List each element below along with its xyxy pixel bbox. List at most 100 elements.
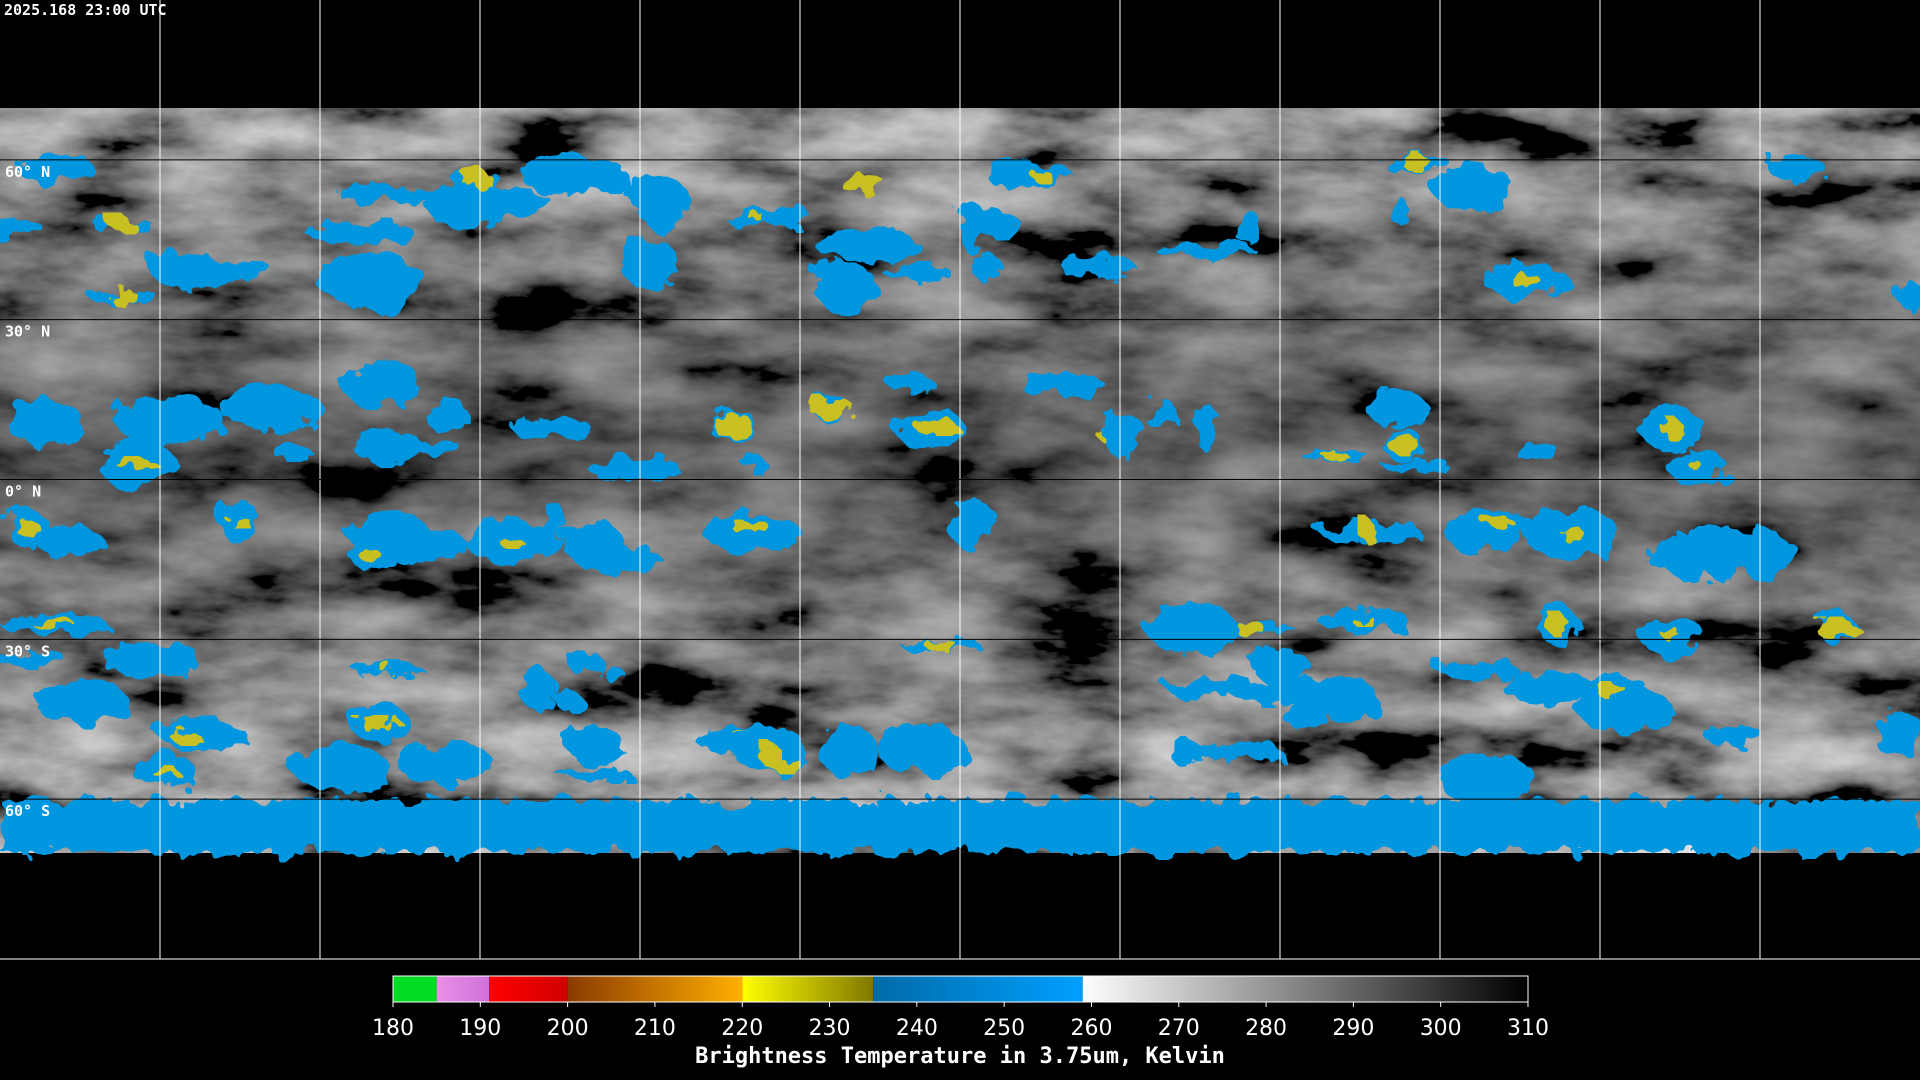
cold-cloud — [967, 211, 1021, 236]
cold-cloud — [1873, 708, 1920, 759]
cold-cloud — [1146, 603, 1238, 654]
cold-cloud — [272, 445, 312, 460]
very-cold-cloud — [923, 637, 956, 652]
very-cold-cloud — [115, 458, 158, 469]
very-cold-cloud — [1386, 437, 1421, 453]
cold-cloud — [511, 417, 592, 438]
colorbar-tick-label: 240 — [896, 1016, 938, 1041]
very-cold-cloud — [808, 397, 855, 420]
cold-cloud — [818, 725, 878, 776]
cold-cloud — [1389, 198, 1411, 225]
colorbar-tick-label: 290 — [1332, 1016, 1374, 1041]
cold-cloud — [0, 217, 44, 240]
cold-cloud — [1435, 165, 1516, 215]
cold-cloud — [889, 374, 936, 397]
very-cold-cloud — [1690, 462, 1704, 471]
cold-cloud — [743, 455, 766, 472]
colorbar-tick-label: 210 — [634, 1016, 676, 1041]
cold-cloud — [36, 525, 104, 558]
very-cold-cloud — [382, 663, 395, 676]
cold-cloud — [566, 521, 624, 570]
cold-cloud — [100, 641, 203, 679]
very-cold-cloud — [1661, 419, 1685, 440]
colorbar-tick-label: 200 — [547, 1016, 589, 1041]
very-cold-cloud — [763, 752, 799, 771]
cold-cloud — [33, 681, 129, 722]
cold-cloud — [759, 201, 809, 228]
cold-cloud — [291, 743, 389, 790]
cold-cloud — [567, 726, 624, 764]
colorbar-segment — [742, 976, 874, 1002]
cold-cloud — [337, 182, 447, 203]
cold-cloud — [571, 648, 602, 679]
very-cold-cloud — [912, 418, 957, 433]
cold-cloud — [1101, 414, 1147, 454]
cold-cloud-tops — [0, 153, 1920, 803]
very-cold-cloud — [1031, 170, 1053, 182]
cold-cloud — [877, 723, 965, 774]
cold-cloud — [619, 236, 677, 287]
timestamp: 2025.168 23:00 UTC — [4, 1, 167, 19]
very-cold-cloud — [1400, 153, 1430, 170]
cold-cloud — [425, 180, 510, 230]
cold-cloud — [971, 254, 1003, 281]
latitude-label: 0° N — [5, 483, 41, 501]
cold-cloud — [0, 652, 68, 667]
very-cold-cloud — [358, 549, 382, 562]
cold-cloud — [554, 690, 583, 710]
very-cold-cloud — [730, 521, 771, 532]
colorbar-segment — [393, 976, 437, 1002]
cold-cloud — [1515, 442, 1561, 464]
cold-cloud — [332, 255, 426, 307]
colorbar-segment — [567, 976, 743, 1002]
cold-cloud — [18, 156, 96, 184]
cold-cloud — [883, 264, 952, 282]
cold-cloud — [518, 670, 558, 709]
colorbar-segment — [436, 976, 490, 1002]
colorbar-tick-label: 250 — [983, 1016, 1025, 1041]
colorbar-segment — [489, 976, 568, 1002]
cold-cloud — [1057, 252, 1135, 279]
cold-cloud — [1195, 740, 1282, 762]
very-cold-cloud — [1322, 451, 1349, 462]
cold-cloud — [1768, 156, 1827, 181]
latitude-label: 60° S — [5, 802, 50, 820]
colorbar-tick-label: 300 — [1420, 1016, 1462, 1041]
very-cold-cloud — [1543, 614, 1570, 634]
cold-cloud — [520, 154, 627, 196]
cold-cloud — [1144, 396, 1176, 431]
cold-cloud — [815, 229, 920, 262]
cold-cloud — [1435, 661, 1520, 680]
cold-cloud — [1897, 282, 1920, 310]
very-cold-cloud — [110, 288, 139, 308]
cold-cloud — [1502, 669, 1590, 706]
cold-cloud — [303, 221, 414, 242]
cold-cloud — [1383, 459, 1452, 474]
cold-cloud — [588, 455, 681, 483]
cold-cloud — [340, 363, 424, 406]
cold-cloud — [377, 528, 468, 562]
colorbar-frame — [392, 975, 1529, 1003]
colorbar-title: Brightness Temperature in 3.75um, Kelvin — [695, 1044, 1225, 1069]
cold-cloud — [5, 398, 84, 446]
colorbar-segment — [1082, 976, 1528, 1002]
very-cold-cloud — [30, 618, 75, 628]
very-cold-cloud — [151, 767, 179, 777]
very-cold-cloud — [841, 174, 887, 196]
very-cold-cloud — [1350, 615, 1375, 625]
cold-cloud — [640, 186, 681, 231]
very-cold-cloud — [1663, 628, 1682, 644]
cold-cloud — [1368, 393, 1430, 428]
cold-cloud — [425, 395, 467, 433]
colorbar-tick-label: 280 — [1245, 1016, 1287, 1041]
cold-cloud — [1234, 207, 1260, 245]
cold-cloud — [1437, 755, 1537, 803]
very-cold-cloud — [1560, 527, 1586, 541]
cold-cloud — [220, 387, 324, 430]
cold-cloud — [948, 498, 997, 551]
cold-cloud — [542, 502, 569, 555]
cold-cloud — [556, 767, 632, 781]
